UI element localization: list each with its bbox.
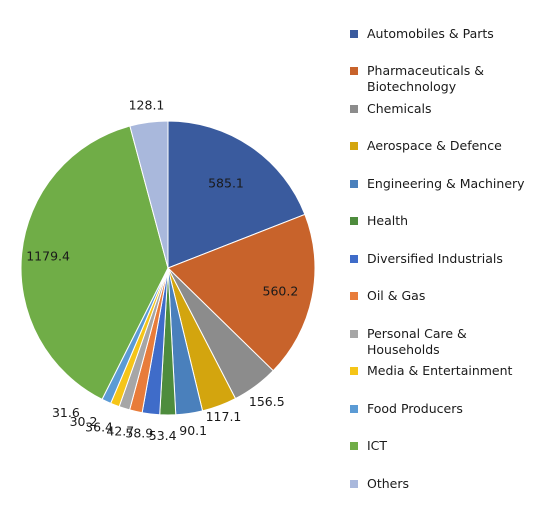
legend-swatch: [350, 480, 358, 488]
legend-label: Personal Care & Households: [367, 326, 467, 357]
legend-label: Food Producers: [367, 401, 463, 416]
data-label-chemicals: 156.5: [249, 394, 285, 409]
legend-swatch: [350, 405, 358, 413]
legend-label: Automobiles & Parts: [367, 26, 494, 41]
data-label-automobiles-and-parts: 585.1: [208, 176, 244, 191]
data-label-others: 128.1: [129, 97, 165, 112]
data-label-media-and-entertainment: 30.2: [70, 414, 98, 429]
legend-swatch: [350, 67, 358, 75]
legend-swatch: [350, 255, 358, 263]
legend-swatch: [350, 142, 358, 150]
legend-label: ICT: [367, 438, 388, 453]
legend-swatch: [350, 180, 358, 188]
legend-label: Engineering & Machinery: [367, 176, 525, 191]
data-label-health: 53.4: [149, 428, 177, 443]
legend: Automobiles & Parts Pharmaceuticals & Bio…: [350, 0, 537, 521]
legend-label: Diversified Industrials: [367, 251, 503, 266]
legend-swatch: [350, 292, 358, 300]
data-label-diversified-industrials: 58.9: [125, 426, 153, 441]
slice-ict: [20, 125, 169, 401]
slice-others: [129, 120, 169, 269]
data-label-engineering-and-machinery: 90.1: [179, 423, 207, 438]
data-label-food-producers: 31.6: [52, 405, 80, 420]
legend-label: Chemicals: [367, 101, 432, 116]
legend-label: Pharmaceuticals & Biotechnology: [367, 63, 484, 94]
legend-label: Aerospace & Defence: [367, 138, 502, 153]
legend-swatch: [350, 330, 358, 338]
legend-swatch: [350, 30, 358, 38]
data-label-oil-and-gas: 42.7: [106, 424, 134, 439]
legend-label: Health: [367, 213, 409, 228]
slice-pharmaceuticals-and-biotechnology: [167, 213, 316, 372]
legend-swatch: [350, 367, 358, 375]
legend-label: Others: [367, 476, 410, 491]
data-label-pharmaceuticals-and-biotechnology: 560.2: [263, 283, 299, 298]
legend-swatch: [350, 217, 358, 225]
data-label-personal-care-and-households: 36.4: [85, 420, 113, 435]
legend-label: Oil & Gas: [367, 288, 426, 303]
data-label-ict: 1179.4: [26, 248, 70, 263]
legend-swatch: [350, 442, 358, 450]
pie-chart: 585.1 560.2 156.5 117.190.153.458.942.736.4…: [20, 97, 316, 443]
legend-swatch: [350, 105, 358, 113]
legend-label: Media & Entertainment: [367, 363, 513, 378]
slice-automobiles-and-parts: [167, 120, 306, 269]
data-label-aerospace-and-defence: 117.1: [206, 409, 242, 424]
